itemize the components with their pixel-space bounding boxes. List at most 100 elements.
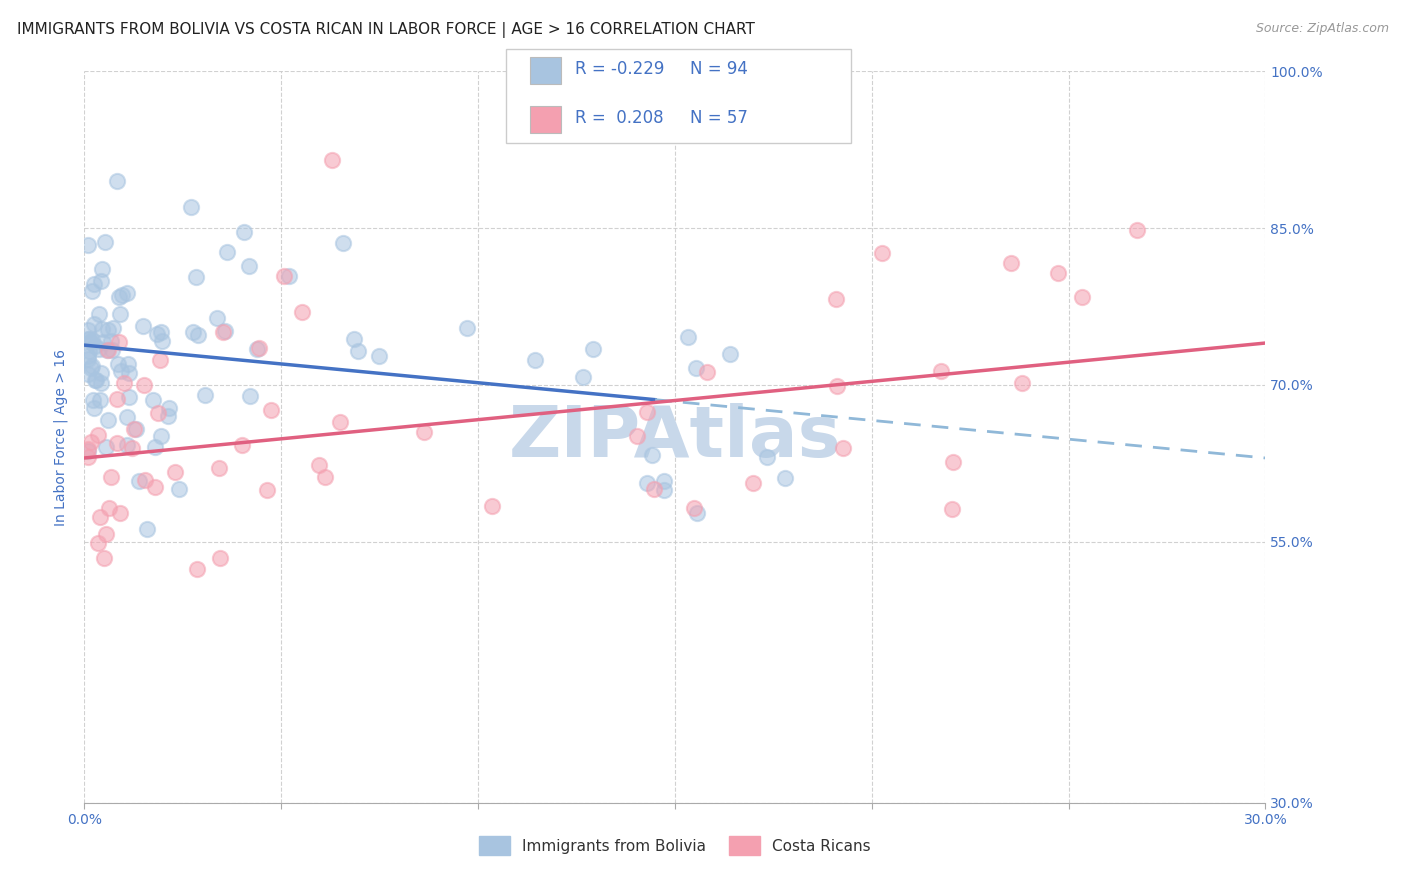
Point <box>308 458 330 473</box>
Point <box>652 475 675 489</box>
Point <box>117 286 139 301</box>
Point <box>100 470 122 484</box>
Point <box>157 401 180 416</box>
Point <box>1011 376 1033 390</box>
Point <box>87 342 110 356</box>
Point <box>98 501 121 516</box>
Point <box>105 392 128 406</box>
Point <box>181 325 204 339</box>
Point <box>108 307 131 321</box>
Point <box>80 361 103 376</box>
Point <box>107 357 129 371</box>
Point <box>245 342 267 356</box>
Point <box>755 450 778 464</box>
Point <box>413 425 436 439</box>
Point <box>332 236 354 251</box>
Point <box>1126 223 1149 237</box>
Point <box>90 376 112 390</box>
Point <box>77 343 100 358</box>
Point <box>117 366 139 380</box>
Point <box>256 483 278 497</box>
Point <box>82 393 104 408</box>
Point <box>1047 266 1070 280</box>
Point <box>278 268 301 283</box>
Point <box>146 327 169 342</box>
Point <box>96 343 118 357</box>
Point <box>77 238 100 252</box>
Point <box>636 475 658 490</box>
Point <box>643 483 665 497</box>
Point <box>742 475 765 490</box>
Point <box>368 349 391 363</box>
Point <box>1071 290 1094 304</box>
Point <box>97 323 120 337</box>
Point <box>117 357 139 371</box>
Point <box>143 440 166 454</box>
Point <box>110 363 132 377</box>
Point <box>696 365 718 379</box>
Point <box>105 435 128 450</box>
Point <box>682 501 704 516</box>
Point <box>90 322 112 336</box>
Point <box>111 288 134 302</box>
Point <box>108 334 131 349</box>
Point <box>77 442 100 456</box>
Point <box>77 332 100 346</box>
Point <box>825 379 848 393</box>
Point <box>105 174 128 188</box>
Point <box>686 506 709 520</box>
Point <box>79 334 101 349</box>
Point <box>80 284 103 298</box>
Point <box>128 474 150 488</box>
Point <box>652 483 675 498</box>
Point <box>273 269 295 284</box>
Point <box>82 359 104 374</box>
Point <box>626 429 648 443</box>
Point <box>77 443 100 458</box>
Point <box>149 325 172 339</box>
Point <box>93 551 115 566</box>
Point <box>343 332 366 346</box>
Point <box>231 438 253 452</box>
Point <box>187 328 209 343</box>
Point <box>83 317 105 331</box>
Point <box>676 330 699 344</box>
Point <box>83 373 105 387</box>
Point <box>115 438 138 452</box>
Point <box>131 319 153 334</box>
Text: IMMIGRANTS FROM BOLIVIA VS COSTA RICAN IN LABOR FORCE | AGE > 16 CORRELATION CHA: IMMIGRANTS FROM BOLIVIA VS COSTA RICAN I… <box>17 22 755 38</box>
Point <box>636 405 658 419</box>
Point <box>77 351 100 366</box>
Point <box>135 522 157 536</box>
Point <box>83 401 105 415</box>
Y-axis label: In Labor Force | Age > 16: In Labor Force | Age > 16 <box>53 349 69 525</box>
Point <box>142 393 165 408</box>
Point <box>101 320 124 334</box>
Point <box>80 434 103 449</box>
Point <box>87 536 110 550</box>
Point <box>260 402 283 417</box>
Point <box>77 450 100 464</box>
Point <box>94 235 117 249</box>
Point <box>232 225 254 239</box>
Point <box>194 388 217 402</box>
Point <box>831 441 853 455</box>
Point <box>156 409 179 423</box>
Point <box>143 480 166 494</box>
Text: N = 57: N = 57 <box>690 109 748 127</box>
Point <box>100 334 122 348</box>
Point <box>152 334 174 348</box>
Point <box>169 482 191 496</box>
Point <box>96 527 118 541</box>
Point <box>329 415 352 429</box>
Point <box>165 465 187 479</box>
Point <box>89 392 111 407</box>
Point <box>718 347 741 361</box>
Point <box>184 270 207 285</box>
Text: ZIPAtlas: ZIPAtlas <box>509 402 841 472</box>
Point <box>146 407 169 421</box>
Point <box>77 323 100 337</box>
Point <box>108 506 131 520</box>
Point <box>86 428 108 442</box>
Point <box>291 304 314 318</box>
